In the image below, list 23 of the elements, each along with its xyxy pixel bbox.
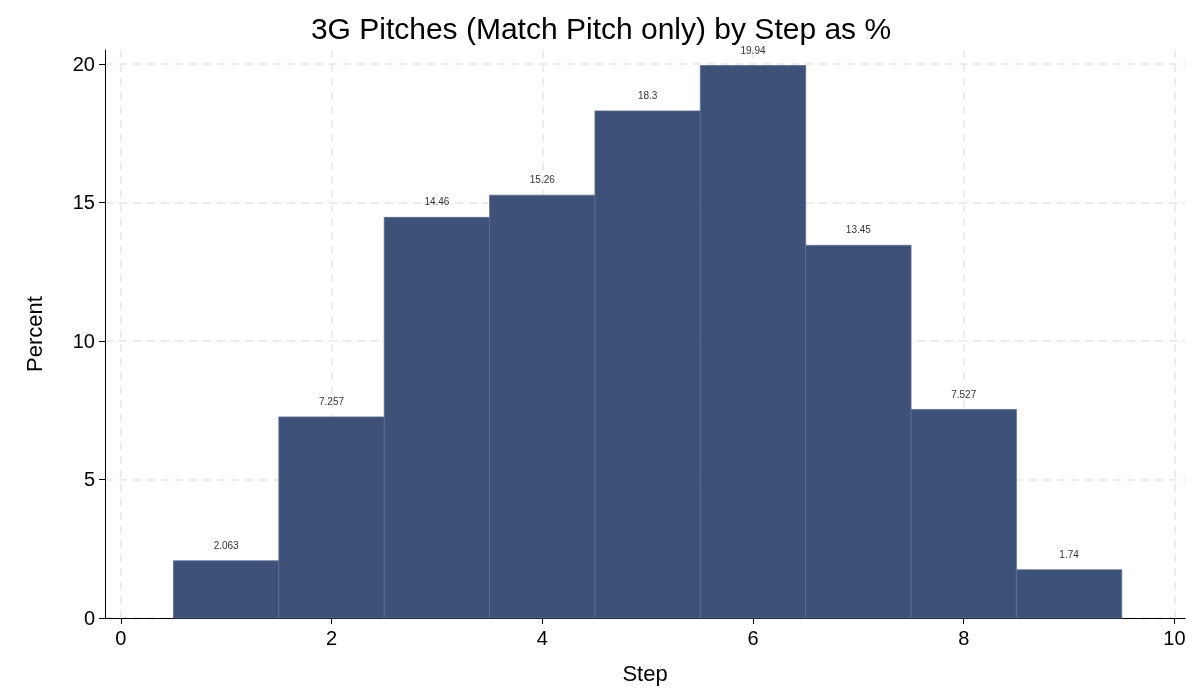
- data-label: 14.46: [424, 196, 450, 208]
- chart-title: 3G Pitches (Match Pitch only) by Step as %: [310, 11, 892, 45]
- y-axis-title: Percent: [21, 296, 47, 372]
- y-tick-label: 15: [72, 191, 95, 214]
- x-axis-title: Step: [622, 660, 668, 686]
- data-label: 7.257: [319, 396, 345, 408]
- x-tick-label: 8: [958, 627, 970, 649]
- y-tick-label: 20: [72, 52, 95, 75]
- x-tick-label: 6: [747, 627, 759, 649]
- y-tick-label: 5: [83, 468, 95, 491]
- x-tick-label: 4: [536, 627, 548, 649]
- data-label: 7.527: [951, 388, 977, 400]
- data-label: 13.45: [845, 224, 872, 236]
- data-label: 18.3: [637, 90, 658, 102]
- x-tick-label: 2: [325, 627, 338, 649]
- x-tick-label: 10: [1163, 627, 1186, 649]
- data-label: 2.063: [213, 539, 240, 551]
- data-label: 15.26: [529, 174, 556, 186]
- y-tick-label: 10: [72, 329, 95, 352]
- x-tick-label: 0: [115, 627, 127, 649]
- data-label: 1.74: [1059, 548, 1080, 560]
- y-tick-label: 0: [83, 607, 95, 629]
- data-label: 19.94: [740, 44, 766, 56]
